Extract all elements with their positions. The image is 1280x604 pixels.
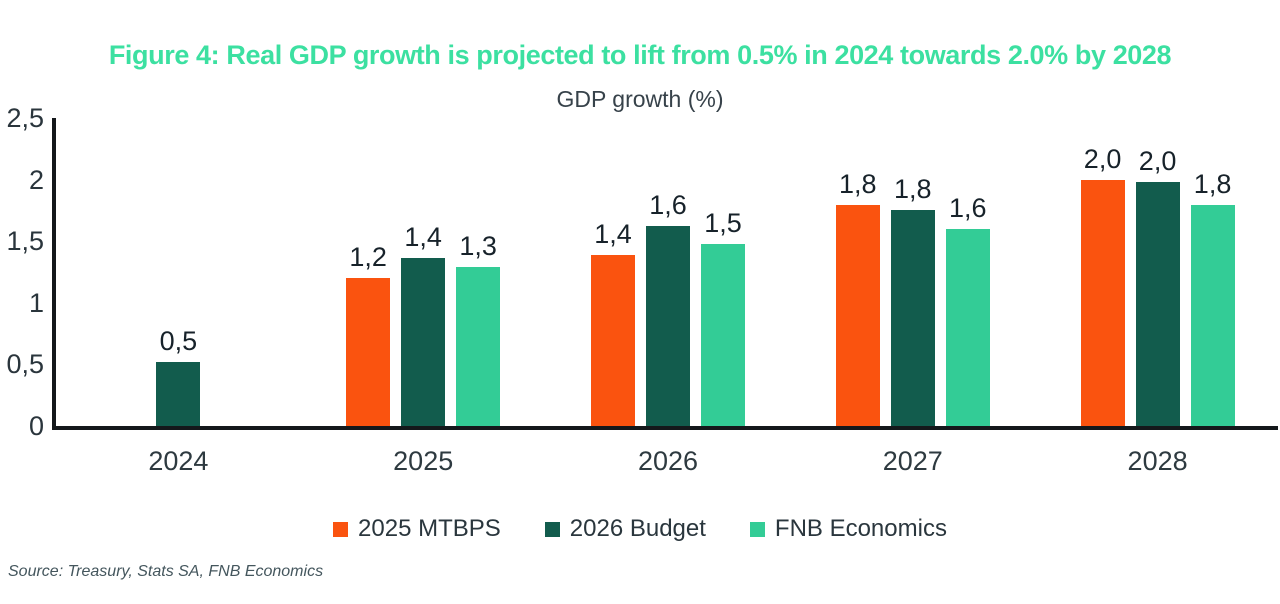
x-category-label-2028: 2028 xyxy=(1127,446,1188,476)
bar-row-2024: 0,5 xyxy=(56,118,301,426)
y-axis xyxy=(52,118,56,430)
bar-slot: 1,6 xyxy=(945,118,990,426)
legend-item-fnb-economics: FNB Economics xyxy=(749,515,947,542)
y-tick-label-1: 1 xyxy=(28,287,44,318)
legend-label: FNB Economics xyxy=(774,515,947,542)
bar-slot xyxy=(101,118,145,426)
bar-2025-mtbps-2025 xyxy=(346,278,391,426)
category-group-2024: 0,5 2024 xyxy=(56,118,301,477)
category-group-2028: 2,0 2,0 1,8 2028 xyxy=(1035,118,1280,476)
bar-fnb-economics-2028 xyxy=(1190,205,1235,426)
bar-value-label: 1,5 xyxy=(704,208,742,238)
legend-label: 2025 MTBPS xyxy=(358,515,501,542)
x-category-label-2026: 2026 xyxy=(637,446,699,476)
bar-slot: 1,8 xyxy=(835,118,880,426)
legend: 2025 MTBPS 2026 Budget FNB Economics xyxy=(0,513,1280,545)
legend-swatch-icon xyxy=(749,521,765,537)
source-note: Source: Treasury, Stats SA, FNB Economic… xyxy=(8,563,324,580)
bar-slot: 2,0 xyxy=(1080,118,1125,426)
category-group-2026: 1,4 1,6 1,5 2026 xyxy=(546,118,791,476)
bar-value-label: 1,8 xyxy=(894,174,932,204)
bar-value-label: 1,3 xyxy=(459,231,497,261)
bar-fnb-economics-2027 xyxy=(945,229,990,426)
bar-value-label: 1,4 xyxy=(594,219,632,249)
bar-slot: 1,3 xyxy=(456,118,501,426)
y-tick-label-2: 2 xyxy=(28,164,44,195)
bar-value-label: 1,8 xyxy=(1193,169,1232,199)
bar-slot: 1,6 xyxy=(645,118,690,426)
bar-slot: 0,5 xyxy=(156,118,201,426)
bar-value-label: 1,4 xyxy=(404,222,442,252)
legend-swatch-icon xyxy=(544,521,560,537)
legend-item-2026-budget: 2026 Budget xyxy=(544,515,706,542)
bar-2026-budget-2024 xyxy=(156,362,201,426)
bar-row-2026: 1,4 1,6 1,5 xyxy=(546,118,791,426)
bar-2025-mtbps-2027 xyxy=(835,205,880,426)
bar-groups: 0,5 2024 1,2 1,4 1,3 2025 1,4 1,6 1,5 2026 1,8 1,8 1… xyxy=(56,118,1280,477)
category-group-2025: 1,2 1,4 1,3 2025 xyxy=(301,118,546,476)
bar-slot: 1,4 xyxy=(401,118,446,426)
bar-slot xyxy=(211,118,255,426)
bar-2025-mtbps-2028 xyxy=(1080,180,1125,426)
bar-2026-budget-2026 xyxy=(645,226,690,426)
y-tick-label-2_5: 2,5 xyxy=(6,103,44,133)
bar-slot: 1,8 xyxy=(890,118,935,426)
bar-row-2027: 1,8 1,8 1,6 xyxy=(790,118,1035,426)
bar-row-2028: 2,0 2,0 1,8 xyxy=(1035,118,1280,426)
x-category-label-2027: 2027 xyxy=(882,446,943,476)
legend-swatch-icon xyxy=(333,521,349,537)
x-axis xyxy=(52,426,1278,430)
figure-title: Figure 4: Real GDP growth is projected t… xyxy=(108,40,1172,70)
bar-slot: 1,8 xyxy=(1190,118,1235,426)
y-tick-label-1_5: 1,5 xyxy=(6,226,44,257)
bar-row-2025: 1,2 1,4 1,3 xyxy=(301,118,546,426)
bar-fnb-economics-2025 xyxy=(456,267,501,426)
y-tick-label-0: 0 xyxy=(28,411,44,441)
bar-value-label: 2,0 xyxy=(1083,144,1122,174)
bar-slot: 1,5 xyxy=(700,118,745,426)
x-category-label-2024: 2024 xyxy=(148,446,209,476)
bar-fnb-economics-2026 xyxy=(700,244,745,426)
bar-2026-budget-2025 xyxy=(401,258,446,426)
x-category-label-2025: 2025 xyxy=(393,446,454,476)
bar-value-label: 1,8 xyxy=(839,169,877,199)
category-group-2027: 1,8 1,8 1,6 2027 xyxy=(790,118,1035,476)
y-tick-label-0_5: 0,5 xyxy=(6,349,44,380)
bar-slot: 1,2 xyxy=(346,118,391,426)
bar-value-label: 2,0 xyxy=(1138,146,1177,176)
legend-label: 2026 Budget xyxy=(569,515,706,542)
legend-item-2025-mtbps: 2025 MTBPS xyxy=(333,517,501,541)
bar-2025-mtbps-2026 xyxy=(590,255,635,426)
bar-value-label: 1,6 xyxy=(949,193,987,223)
bar-slot: 2,0 xyxy=(1135,118,1180,426)
bar-value-label: 0,5 xyxy=(159,326,198,356)
bar-value-label: 1,6 xyxy=(649,190,687,220)
chart-subtitle: GDP growth (%) xyxy=(556,86,724,112)
bar-2026-budget-2027 xyxy=(890,210,935,426)
bar-2026-budget-2028 xyxy=(1135,182,1180,426)
bar-value-label: 1,2 xyxy=(349,242,387,272)
bar-slot: 1,4 xyxy=(590,118,635,426)
